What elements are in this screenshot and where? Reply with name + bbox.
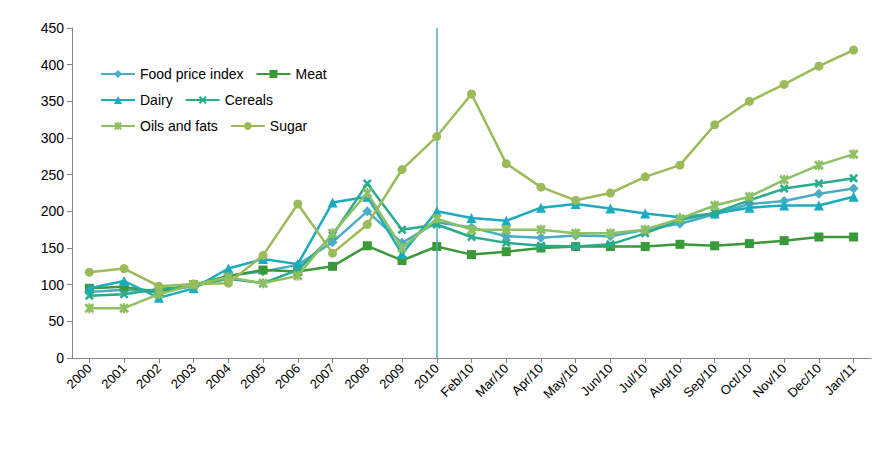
- svg-text:Feb/10: Feb/10: [438, 361, 477, 400]
- svg-text:Sep/10: Sep/10: [680, 361, 720, 401]
- svg-text:2005: 2005: [237, 361, 268, 392]
- svg-text:200: 200: [41, 203, 65, 219]
- svg-text:Mar/10: Mar/10: [472, 361, 511, 400]
- svg-text:May/10: May/10: [540, 361, 581, 402]
- svg-text:Nov/10: Nov/10: [750, 361, 790, 401]
- svg-text:Oils and fats: Oils and fats: [140, 118, 218, 134]
- svg-text:350: 350: [41, 93, 65, 109]
- svg-text:Sugar: Sugar: [270, 118, 308, 134]
- svg-text:2010: 2010: [411, 361, 442, 392]
- svg-text:Dairy: Dairy: [140, 92, 173, 108]
- svg-text:Cereals: Cereals: [225, 92, 273, 108]
- svg-text:450: 450: [41, 20, 65, 36]
- svg-text:2002: 2002: [133, 361, 164, 392]
- svg-text:2009: 2009: [376, 361, 407, 392]
- svg-text:150: 150: [41, 240, 65, 256]
- svg-text:Oct/10: Oct/10: [717, 361, 755, 399]
- svg-text:Meat: Meat: [296, 66, 327, 82]
- svg-text:Jul/10: Jul/10: [615, 360, 651, 396]
- svg-text:Aug/10: Aug/10: [646, 361, 686, 401]
- svg-text:2008: 2008: [342, 361, 373, 392]
- svg-text:Food price index: Food price index: [140, 66, 244, 82]
- svg-text:50: 50: [48, 313, 64, 329]
- svg-text:Jan/11: Jan/11: [821, 361, 858, 398]
- svg-text:Apr/10: Apr/10: [509, 361, 547, 399]
- svg-text:2006: 2006: [272, 361, 303, 392]
- svg-text:2001: 2001: [98, 361, 129, 392]
- svg-text:400: 400: [41, 57, 65, 73]
- svg-text:2007: 2007: [307, 361, 338, 392]
- svg-text:300: 300: [41, 130, 65, 146]
- svg-text:2000: 2000: [64, 361, 95, 392]
- svg-text:250: 250: [41, 167, 65, 183]
- svg-text:2004: 2004: [203, 361, 234, 392]
- svg-text:Dec/10: Dec/10: [784, 361, 824, 401]
- svg-text:2003: 2003: [168, 361, 199, 392]
- svg-text:100: 100: [41, 277, 65, 293]
- svg-text:0: 0: [56, 350, 64, 366]
- svg-text:Jun/10: Jun/10: [578, 361, 616, 399]
